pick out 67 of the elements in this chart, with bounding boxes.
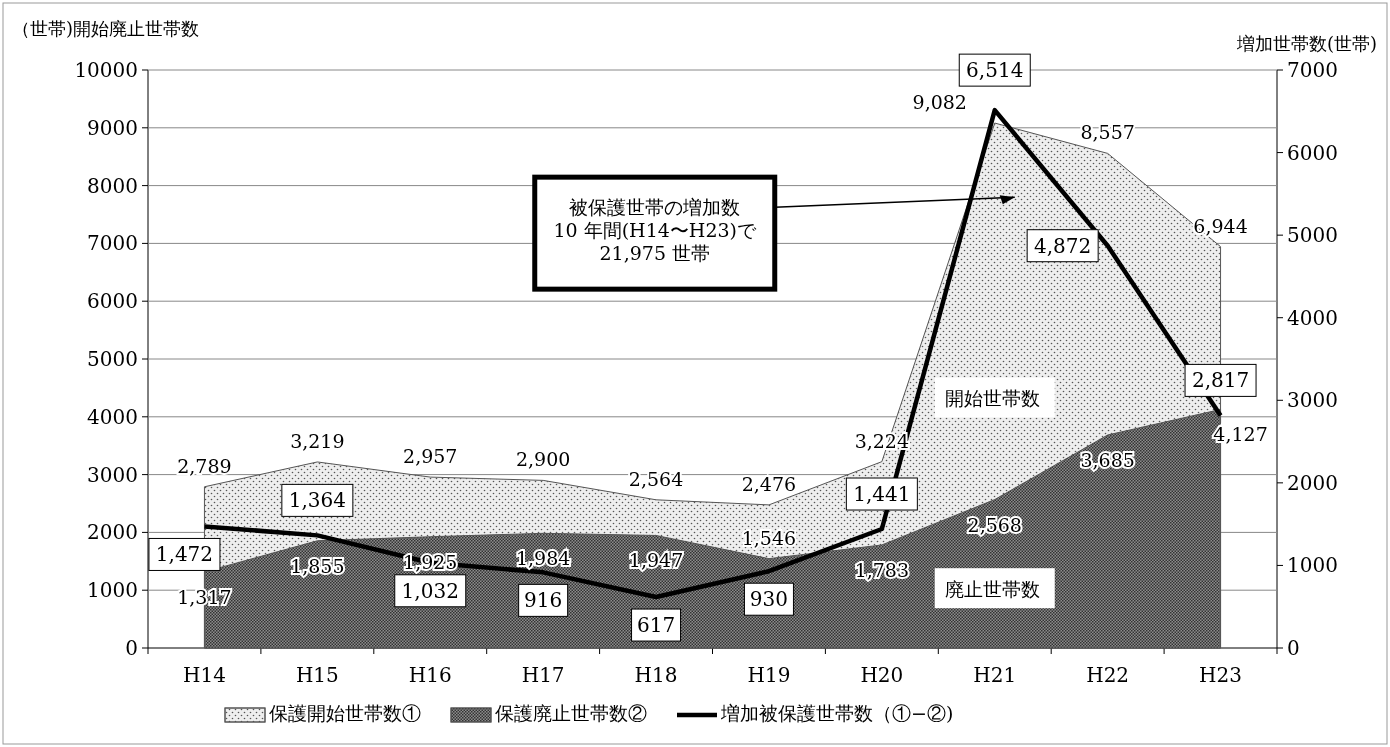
annotation: 廃止世帯数 <box>944 578 1040 601</box>
annotation: 被保護世帯の増加数 10 年間(H14〜H23)で 21,975 世帯 <box>553 196 758 264</box>
y-tick-label: 2000 <box>87 520 138 545</box>
data-label: 1,441 <box>853 482 911 507</box>
data-label: 2,564 <box>628 467 684 490</box>
data-label: 3,219 <box>290 429 345 452</box>
legend-label: 保護開始世帯数① <box>269 702 421 724</box>
x-tick-label: H21 <box>973 663 1017 687</box>
x-tick-label: H22 <box>1086 663 1130 687</box>
y2-tick-label: 4000 <box>1287 305 1338 330</box>
data-label: 3,685 <box>1080 449 1135 472</box>
data-label: 1,947 <box>628 549 684 572</box>
data-label: 2,789 <box>177 454 232 477</box>
y2-tick-label: 5000 <box>1287 223 1338 248</box>
data-label: 1,783 <box>854 558 910 581</box>
x-tick-label: H18 <box>634 663 678 687</box>
y2-tick-label: 3000 <box>1287 388 1338 413</box>
y2-axis-title: 増加世帯数(世帯) <box>1235 33 1377 54</box>
data-label: 1,472 <box>155 542 214 567</box>
data-label: 930 <box>749 587 789 612</box>
x-tick-label: H20 <box>860 663 904 687</box>
y2-tick-label: 0 <box>1287 636 1300 660</box>
x-tick-label: H14 <box>183 663 226 687</box>
x-tick-label: H16 <box>408 663 452 687</box>
data-label: 1,032 <box>401 578 459 603</box>
y-tick-label: 7000 <box>87 231 138 256</box>
y-tick-label: 8000 <box>87 173 138 198</box>
y2-tick-label: 6000 <box>1287 140 1338 165</box>
legend-増加被保護世帯数（①−②): 増加被保護世帯数（①−②) <box>677 702 954 724</box>
x-tick-label: H23 <box>1199 663 1242 687</box>
x-tick-label: H19 <box>747 663 791 687</box>
y2-tick-label: 2000 <box>1287 470 1338 495</box>
data-label: 1,317 <box>177 585 232 608</box>
data-label: 9,082 <box>912 91 967 114</box>
data-label: 8,557 <box>1080 121 1135 144</box>
data-label: 916 <box>524 588 563 613</box>
y-tick-label: 9000 <box>87 115 138 140</box>
y2-tick-label: 7000 <box>1287 58 1338 82</box>
y-tick-label: 3000 <box>87 462 138 487</box>
legend-保護開始世帯数①: 保護開始世帯数① <box>224 702 421 724</box>
data-label: 6,944 <box>1193 214 1248 237</box>
data-label: 2,817 <box>1191 368 1250 393</box>
data-label: 2,568 <box>967 513 1022 536</box>
x-tick-label: H15 <box>295 663 339 687</box>
annotation: 開始世帯数 <box>944 387 1040 410</box>
legend-label: 保護廃止世帯数② <box>495 702 647 724</box>
y-tick-label: 6000 <box>87 289 138 314</box>
data-label: 2,957 <box>403 445 458 468</box>
data-label: 2,476 <box>741 472 797 495</box>
data-label: 1,925 <box>403 550 458 573</box>
data-label: 1,546 <box>741 526 797 549</box>
data-label: 4,872 <box>1034 233 1092 258</box>
y-tick-label: 5000 <box>87 347 138 371</box>
data-label: 2,900 <box>515 448 571 471</box>
legend-保護廃止世帯数②: 保護廃止世帯数② <box>450 702 647 724</box>
y2-tick-label: 1000 <box>1287 553 1338 578</box>
y-tick-label: 4000 <box>87 404 138 429</box>
legend-label: 増加被保護世帯数（①−②) <box>720 702 954 724</box>
y-tick-label: 10000 <box>74 58 138 82</box>
data-label: 6,514 <box>966 58 1024 83</box>
y-tick-label: 1000 <box>87 578 138 603</box>
x-tick-label: H17 <box>521 663 565 687</box>
y-tick-label: 0 <box>125 636 138 660</box>
data-label: 617 <box>636 613 676 638</box>
data-label: 1,984 <box>515 547 571 570</box>
data-label: 1,364 <box>288 488 346 513</box>
y-axis-title: （世帯)開始廃止世帯数 <box>12 18 200 39</box>
